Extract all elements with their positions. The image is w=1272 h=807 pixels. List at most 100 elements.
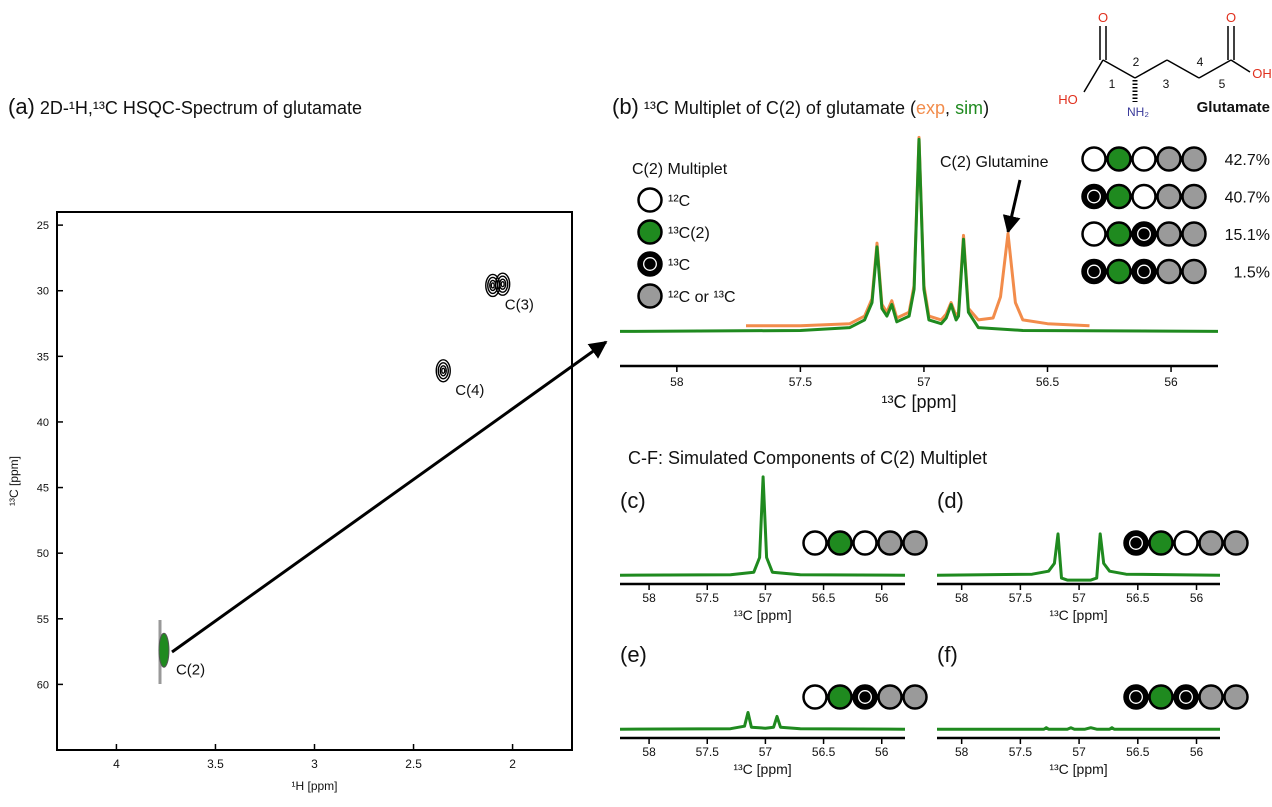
isotope-circle	[1173, 684, 1199, 710]
isotopomer-fraction: 42.7%	[1225, 152, 1270, 169]
spectrum	[936, 532, 1221, 582]
atom-number: 2	[1133, 55, 1140, 69]
x-tick-label: 56	[1190, 745, 1204, 759]
legend-entry: sim	[955, 98, 983, 118]
x-axis-label: ¹³C [ppm]	[733, 761, 791, 777]
peak-label: C(4)	[455, 382, 484, 399]
peak-contour	[441, 367, 446, 374]
legend-title: C(2) Multiplet	[632, 161, 728, 178]
isotope-circle	[1223, 530, 1249, 556]
x-tick-label: 58	[955, 591, 969, 605]
x-tick-label: 56.5	[1126, 745, 1150, 759]
atom: NH₂	[1127, 105, 1149, 119]
isotope-circle	[1131, 258, 1157, 285]
isotope-circle	[852, 684, 878, 710]
x-tick-label: 3	[311, 757, 318, 771]
panel-label: (e)	[620, 642, 647, 667]
legend-label: ¹³C	[668, 257, 690, 274]
isotope-circle	[1148, 530, 1174, 556]
isotope-circle	[1148, 684, 1174, 710]
legend-swatch	[637, 283, 663, 309]
legend-entry: exp	[916, 98, 945, 118]
x-axis-label: ¹³C [ppm]	[1049, 761, 1107, 777]
isotope-circle	[802, 684, 828, 710]
isotope-circle	[1156, 146, 1182, 172]
peak-contour	[437, 362, 449, 380]
y-axis-label: ¹³C [ppm]	[7, 456, 21, 506]
isotope-circle	[852, 530, 878, 556]
x-tick-label: 56.5	[812, 745, 836, 759]
isotope-circle	[902, 684, 928, 710]
isotopomer-fraction: 15.1%	[1225, 227, 1270, 244]
isotope-circle	[1081, 221, 1107, 247]
y-tick-label: 35	[37, 351, 49, 363]
legend-swatch	[637, 219, 663, 245]
peak-label: C(3)	[505, 296, 534, 313]
isotope-circle	[827, 684, 853, 710]
x-tick-label: 3.5	[207, 757, 224, 771]
x-tick-label: 2.5	[405, 757, 422, 771]
x-tick-label: 57	[917, 375, 931, 389]
atom-number: 4	[1197, 55, 1204, 69]
isotope-circle	[1156, 258, 1182, 285]
isotope-circle	[877, 530, 903, 556]
annotation: C(2) Glutamine	[940, 154, 1049, 171]
isotope-circle	[1131, 146, 1157, 172]
x-axis-label: ¹³C [ppm]	[733, 607, 791, 623]
isotope-circle-ring	[1087, 189, 1101, 204]
x-axis-label: ¹³C [ppm]	[881, 392, 956, 412]
panel-label: (d)	[937, 488, 964, 513]
atom: O	[1098, 10, 1108, 25]
isotope-circle	[1123, 530, 1149, 556]
title-punctuation: (	[910, 98, 916, 118]
peak-contour	[494, 272, 511, 296]
isotope-circle	[1123, 684, 1149, 710]
isotope-circle	[802, 530, 828, 556]
title-punctuation: ,	[945, 98, 955, 118]
isotope-circle	[1131, 183, 1157, 210]
x-tick-label: 58	[955, 745, 969, 759]
x-tick-label: 57.5	[1009, 745, 1033, 759]
x-axis-label: ¹³C [ppm]	[1049, 607, 1107, 623]
legend-label: ¹²C or ¹³C	[668, 289, 736, 306]
atom: O	[1226, 10, 1236, 25]
isotope-circle	[1081, 146, 1107, 172]
isotopomer-fraction: 1.5%	[1234, 265, 1270, 282]
isotope-circle	[1106, 258, 1132, 285]
panel-label: (f)	[937, 642, 958, 667]
x-tick-label: 56	[875, 745, 889, 759]
atom-number: 1	[1109, 77, 1116, 91]
x-tick-label: 57.5	[789, 375, 813, 389]
atom: OH	[1252, 66, 1272, 81]
isotope-circle	[1106, 221, 1132, 247]
isotope-circle-ring	[1179, 690, 1193, 704]
panel-title: (b) ¹³C Multiplet of C(2) of glutamate (…	[612, 94, 989, 119]
isotope-circle-ring	[1137, 264, 1151, 279]
x-tick-label: 58	[670, 375, 684, 389]
isotope-circle	[1131, 221, 1157, 247]
peak	[435, 359, 451, 383]
heading: C-F: Simulated Components of C(2) Multip…	[628, 448, 987, 468]
peak	[494, 272, 511, 296]
link-arrow	[171, 340, 608, 654]
title: ¹³C Multiplet of C(2) of glutamate	[644, 98, 905, 118]
peak-contour	[158, 632, 170, 668]
panel-label: (b)	[612, 94, 639, 119]
isotope-circle	[1223, 684, 1249, 710]
legend-swatch	[637, 187, 663, 213]
x-tick-label: 57.5	[1009, 591, 1033, 605]
isotope-circle	[1156, 221, 1182, 247]
legend-label: ¹³C(2)	[668, 225, 710, 242]
peak-contour	[496, 275, 509, 293]
peak-contour	[500, 280, 505, 288]
isotope-circle-ring	[1087, 264, 1101, 279]
spectrum	[619, 711, 906, 731]
x-tick-label: 58	[642, 745, 656, 759]
y-tick-label: 25	[37, 220, 49, 232]
x-tick-label: 57	[759, 745, 773, 759]
isotope-circle	[1081, 183, 1107, 210]
structure	[1083, 26, 1251, 102]
peak	[158, 632, 170, 668]
y-tick-label: 55	[37, 614, 49, 626]
